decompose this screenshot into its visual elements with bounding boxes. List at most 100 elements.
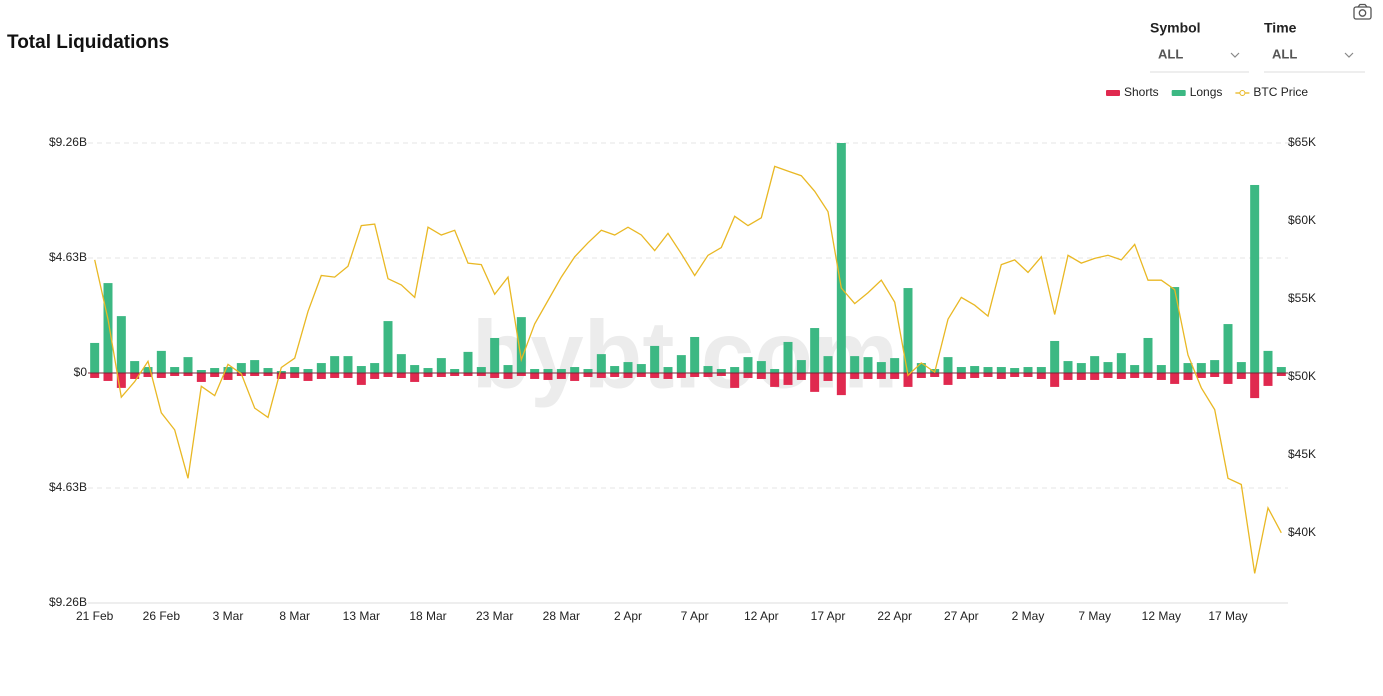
bar [263, 373, 273, 376]
bar [90, 342, 100, 373]
bar [396, 354, 406, 373]
bar [490, 337, 500, 373]
x-tick-label: 28 Mar [543, 609, 580, 623]
bar [143, 373, 153, 377]
bar [1276, 367, 1286, 373]
bar [556, 373, 566, 379]
bar [890, 358, 900, 373]
legend-label: BTC Price [1253, 85, 1308, 99]
bar [450, 373, 460, 376]
bar [210, 368, 220, 373]
bar [1156, 365, 1166, 373]
bar [223, 367, 233, 373]
bar [570, 367, 580, 373]
dropdown-arrow[interactable] [1344, 52, 1354, 58]
dropdown-arrow[interactable] [1230, 52, 1240, 58]
bar [823, 373, 833, 381]
bar [863, 357, 873, 373]
bar [343, 356, 353, 373]
bar [396, 373, 406, 378]
bar [623, 373, 633, 378]
legend-swatch [1239, 90, 1246, 96]
bar [316, 363, 326, 373]
bar [716, 369, 726, 373]
bar [703, 373, 713, 377]
bar [290, 373, 300, 378]
bar [810, 328, 820, 373]
bar [303, 373, 313, 381]
bar [463, 373, 473, 376]
bar [276, 373, 286, 379]
bar [650, 373, 660, 378]
bar [1210, 360, 1220, 373]
x-tick-label: 18 Mar [409, 609, 446, 623]
legend-label: Shorts [1124, 85, 1159, 99]
bar [556, 369, 566, 373]
bar [316, 373, 326, 379]
bar [783, 373, 793, 385]
bar [1116, 373, 1126, 379]
bar [1103, 362, 1113, 373]
bar [823, 356, 833, 373]
bar [370, 363, 380, 373]
control-value[interactable]: ALL [1272, 46, 1297, 61]
bar [156, 350, 166, 373]
bar [796, 360, 806, 373]
bar [1250, 373, 1260, 399]
bar [596, 373, 606, 378]
bar [170, 373, 180, 376]
y2-tick-label: $55K [1288, 291, 1316, 305]
bar [436, 373, 446, 377]
bar [516, 373, 526, 376]
x-tick-label: 7 May [1078, 609, 1111, 623]
bar [663, 367, 673, 373]
bar [290, 367, 300, 373]
y-tick-label: $9.26B [49, 595, 87, 609]
bar [1103, 373, 1113, 378]
camera-icon[interactable] [1353, 3, 1372, 20]
bar [1130, 373, 1140, 378]
legend-swatch [1171, 90, 1186, 96]
bar [170, 367, 180, 373]
bar [543, 369, 553, 373]
control-label: Time [1264, 20, 1297, 36]
bar [1090, 373, 1100, 380]
bar [1076, 363, 1086, 373]
bar [303, 369, 313, 373]
bar [676, 373, 686, 378]
bar [716, 373, 726, 376]
x-tick-label: 26 Feb [143, 609, 181, 623]
bar [1063, 361, 1073, 373]
watermark: bybt.com [472, 301, 899, 408]
bar [930, 373, 940, 377]
bar [836, 143, 846, 373]
bar [183, 373, 193, 376]
control-value[interactable]: ALL [1158, 46, 1183, 61]
bar [1183, 363, 1193, 373]
bar [343, 373, 353, 378]
bar [983, 367, 993, 373]
bar [263, 368, 273, 373]
bar [970, 373, 980, 378]
bar [423, 373, 433, 377]
bar [663, 373, 673, 379]
bar [130, 361, 140, 373]
y-tick-label: $4.63B [49, 250, 87, 264]
x-tick-label: 17 May [1208, 609, 1247, 623]
bar [370, 373, 380, 379]
bar [383, 373, 393, 377]
bar [1263, 373, 1273, 386]
bar [410, 365, 420, 373]
bar [1250, 184, 1260, 373]
y2-tick-label: $45K [1288, 447, 1316, 461]
x-tick-label: 17 Apr [811, 609, 846, 623]
bar [490, 373, 500, 378]
bar [730, 373, 740, 388]
bar [1010, 373, 1020, 377]
x-tick-label: 7 Apr [681, 609, 709, 623]
bar [996, 367, 1006, 373]
bar [236, 363, 246, 373]
bar [876, 373, 886, 379]
bar [1076, 373, 1086, 380]
